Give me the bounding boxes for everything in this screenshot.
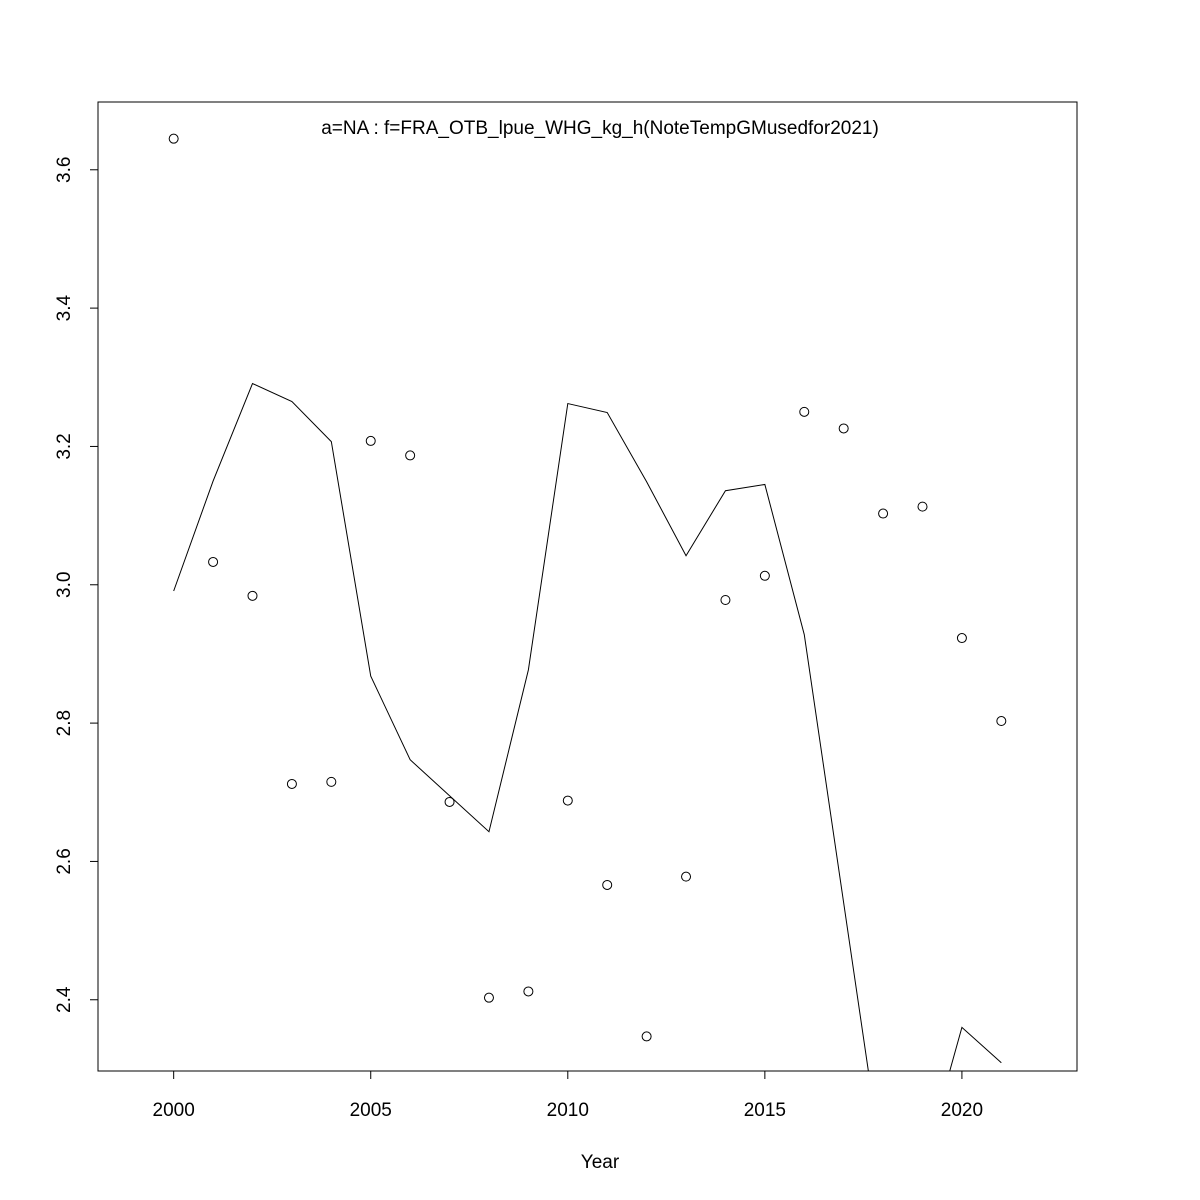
chart-title: a=NA : f=FRA_OTB_lpue_WHG_kg_h(NoteTempG…	[321, 118, 879, 139]
data-point	[168, 133, 179, 144]
data-point	[405, 450, 416, 461]
data-point	[759, 570, 770, 581]
y-tick-label: 3.6	[54, 157, 75, 183]
x-tick-label: 2015	[744, 1100, 786, 1121]
data-point	[996, 716, 1007, 727]
data-point	[365, 435, 376, 446]
x-tick-label: 2020	[941, 1100, 983, 1121]
plot-frame	[97, 101, 1078, 1072]
y-tick-label: 3.0	[54, 572, 75, 598]
y-tick-label: 2.4	[54, 986, 75, 1013]
data-point	[444, 796, 455, 807]
data-point	[483, 992, 494, 1003]
data-point	[286, 778, 297, 789]
x-tick-label: 2010	[547, 1100, 589, 1121]
data-point	[602, 879, 613, 890]
data-point	[917, 501, 928, 512]
y-tick-label: 2.6	[54, 848, 75, 874]
data-point	[681, 871, 692, 882]
data-point	[326, 776, 337, 787]
data-point	[720, 594, 731, 605]
data-point	[641, 1031, 652, 1042]
data-point	[247, 590, 258, 601]
plot-area	[168, 133, 1007, 1071]
data-point	[562, 795, 573, 806]
data-point	[523, 986, 534, 997]
data-line	[173, 382, 1002, 1071]
y-tick-label: 3.2	[54, 433, 75, 459]
data-point	[956, 633, 967, 644]
y-tick-label: 2.8	[54, 710, 75, 736]
data-point	[799, 406, 810, 417]
data-point	[838, 423, 849, 434]
data-point	[208, 556, 219, 567]
x-axis-label: Year	[581, 1152, 620, 1173]
data-point	[878, 508, 889, 519]
x-tick-label: 2005	[350, 1100, 392, 1121]
y-tick-label: 3.4	[54, 294, 75, 321]
x-tick-label: 2000	[153, 1100, 195, 1121]
